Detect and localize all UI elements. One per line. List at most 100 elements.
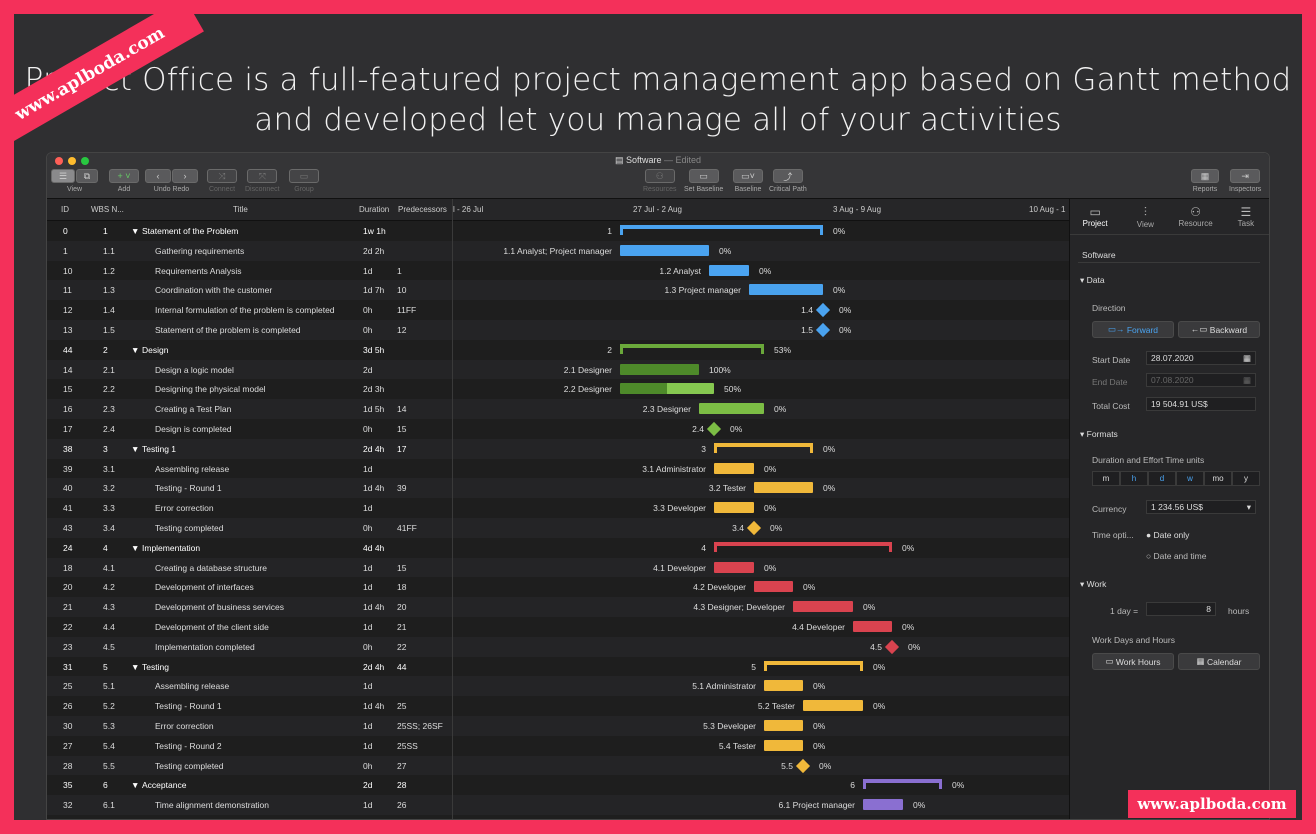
formats-section-header[interactable]: ▾ Formats <box>1080 429 1118 439</box>
tab-task[interactable]: ☰ Task <box>1237 205 1255 228</box>
task-row[interactable]: 17 2.4 Design is completed 0h 15 2.4 0% <box>47 419 1069 439</box>
inspectors-button[interactable]: ⇥ Inspectors <box>1229 169 1261 193</box>
task-bar[interactable] <box>699 403 764 415</box>
disclosure-triangle-icon[interactable]: ▼ <box>131 344 140 355</box>
task-row[interactable]: 22 4.4 Development of the client side 1d 21 4… <box>47 617 1069 637</box>
milestone-diamond[interactable] <box>706 421 722 437</box>
calendar-button[interactable]: ▦ Calendar <box>1178 653 1260 670</box>
task-row[interactable]: 11 1.3 Coordination with the customer 1d 7h… <box>47 280 1069 301</box>
resources-button[interactable]: ⚇ Resources <box>643 169 676 193</box>
task-bar[interactable] <box>863 799 903 811</box>
zoom-icon[interactable] <box>81 157 89 165</box>
forward-button[interactable]: ▭→ Forward <box>1092 321 1174 338</box>
disclosure-triangle-icon[interactable]: ▼ <box>131 226 140 236</box>
task-bar[interactable] <box>853 621 892 632</box>
baseline-button[interactable]: ▭˅ Baseline <box>733 169 763 193</box>
time-unit-option[interactable]: w <box>1176 471 1204 486</box>
time-unit-option[interactable]: mo <box>1204 471 1232 486</box>
task-row[interactable]: 28 5.5 Testing completed 0h 27 5.5 0% <box>47 755 1069 776</box>
day-hours-field[interactable]: 8 <box>1146 602 1216 616</box>
task-bar[interactable] <box>714 462 754 474</box>
task-row[interactable]: 0 1 ▼ Statement of the Problem 1w 1h 1 0% <box>47 221 1069 241</box>
disclosure-triangle-icon[interactable]: ▼ <box>131 780 140 791</box>
view-button[interactable]: ☰ ⧉ View <box>51 169 98 193</box>
date-only-radio[interactable]: ● Date only <box>1146 530 1190 540</box>
col-title[interactable]: Title <box>233 205 248 214</box>
summary-bar[interactable] <box>863 779 942 790</box>
task-bar[interactable] <box>803 700 863 712</box>
col-id[interactable]: ID <box>61 205 69 214</box>
tab-project[interactable]: ▭ Project <box>1082 205 1108 228</box>
time-unit-option[interactable]: m <box>1092 471 1120 486</box>
task-row[interactable]: 26 5.2 Testing - Round 1 1d 4h 25 5.2 Tester 0… <box>47 696 1069 716</box>
summary-bar[interactable] <box>714 541 892 552</box>
task-row[interactable]: 13 1.5 Statement of the problem is complet… <box>47 320 1069 340</box>
col-wbs[interactable]: WBS N... <box>91 205 124 214</box>
task-bar[interactable] <box>714 502 754 514</box>
task-row[interactable]: 43 3.4 Testing completed 0h 41FF 3.4 0% <box>47 518 1069 538</box>
col-duration[interactable]: Duration <box>359 205 390 214</box>
summary-bar[interactable] <box>714 442 813 453</box>
time-unit-option[interactable]: y <box>1232 471 1260 486</box>
task-bar[interactable] <box>749 284 823 296</box>
project-name-field[interactable]: Software <box>1078 249 1260 263</box>
task-row[interactable]: 16 2.3 Creating a Test Plan 1d 5h 14 2.3 Desi… <box>47 399 1069 419</box>
task-row[interactable]: 18 4.1 Creating a database structure 1d 15 4.… <box>47 557 1069 578</box>
task-bar[interactable] <box>620 244 709 256</box>
connect-button[interactable]: ⤨ Connect <box>207 169 237 193</box>
task-row[interactable]: 41 3.3 Error correction 1d 3.3 Developer 0% <box>47 498 1069 518</box>
task-row[interactable]: 24 4 ▼ Implementation 4d 4h 4 0% <box>47 538 1069 558</box>
add-button[interactable]: + ˅ Add <box>109 169 139 193</box>
task-bar[interactable] <box>764 720 803 731</box>
date-and-time-radio[interactable]: ○ Date and time <box>1146 551 1207 561</box>
data-section-header[interactable]: ▾ Data <box>1080 275 1105 285</box>
task-row[interactable]: 10 1.2 Requirements Analysis 1d 1 1.2 Analyst… <box>47 261 1069 281</box>
task-row[interactable]: 25 5.1 Assembling release 1d 5.1 Administrat… <box>47 676 1069 697</box>
milestone-diamond[interactable] <box>815 303 831 318</box>
disclosure-triangle-icon[interactable]: ▼ <box>131 443 140 454</box>
tab-resource[interactable]: ⚇ Resource <box>1178 205 1213 228</box>
disclosure-triangle-icon[interactable]: ▼ <box>131 661 140 672</box>
disclosure-triangle-icon[interactable]: ▼ <box>131 542 140 553</box>
task-bar[interactable] <box>754 581 793 593</box>
summary-bar[interactable] <box>620 343 764 354</box>
close-icon[interactable] <box>55 157 63 165</box>
task-row[interactable]: 12 1.4 Internal formulation of the problem… <box>47 300 1069 320</box>
set-baseline-button[interactable]: ▭ Set Baseline <box>684 169 723 193</box>
work-section-header[interactable]: ▾ Work <box>1080 579 1107 589</box>
task-bar[interactable] <box>709 264 749 276</box>
task-row[interactable]: 40 3.2 Testing - Round 1 1d 4h 39 3.2 Tester 0… <box>47 478 1069 499</box>
currency-select[interactable]: 1 234.56 US$ ▾ <box>1146 500 1256 514</box>
tab-view[interactable]: ⫶ View <box>1136 204 1154 229</box>
time-unit-option[interactable]: h <box>1120 471 1148 486</box>
task-bar[interactable] <box>754 482 813 494</box>
view-gantt-icon[interactable]: ☰ <box>51 169 75 183</box>
task-row[interactable]: 31 5 ▼ Testing 2d 4h 44 5 0% <box>47 657 1069 677</box>
disconnect-button[interactable]: ⤧ Disconnect <box>245 169 280 193</box>
task-row[interactable]: 15 2.2 Designing the physical model 2d 3h 2.… <box>47 379 1069 399</box>
start-date-field[interactable]: 28.07.2020 ▦ <box>1146 351 1256 365</box>
minimize-icon[interactable] <box>68 157 76 165</box>
task-row[interactable]: 32 6.1 Time alignment demonstration 1d 26 6.1… <box>47 795 1069 815</box>
task-row[interactable]: 23 4.5 Implementation completed 0h 22 4.5 0% <box>47 636 1069 657</box>
add-icon[interactable]: + ˅ <box>109 169 139 183</box>
reports-button[interactable]: ▦ Reports <box>1191 169 1219 193</box>
milestone-diamond[interactable] <box>815 322 831 338</box>
task-row[interactable]: 1 1.1 Gathering requirements 2d 2h 1.1 Analy… <box>47 240 1069 261</box>
task-row[interactable]: 30 5.3 Error correction 1d 25SS; 26SF 5.3 Dev… <box>47 716 1069 736</box>
critical-path-button[interactable]: ⤴ Critical Path <box>769 169 807 193</box>
time-unit-option[interactable]: d <box>1148 471 1176 486</box>
task-bar[interactable] <box>620 363 699 375</box>
task-bar[interactable] <box>793 601 853 613</box>
col-predecessors[interactable]: Predecessors <box>398 205 447 214</box>
task-bar[interactable] <box>764 739 803 751</box>
milestone-diamond[interactable] <box>746 520 762 536</box>
task-row[interactable]: 44 2 ▼ Design 3d 5h 2 53% <box>47 340 1069 360</box>
task-row[interactable]: 20 4.2 Development of interfaces 1d 18 4.2 De… <box>47 577 1069 597</box>
group-button[interactable]: ▭ Group <box>289 169 319 193</box>
redo-icon[interactable]: › <box>172 169 198 183</box>
undo-redo-group[interactable]: ‹ › Undo Redo <box>145 169 198 193</box>
undo-icon[interactable]: ‹ <box>145 169 171 183</box>
task-bar[interactable] <box>714 561 754 573</box>
work-hours-button[interactable]: ▭ Work Hours <box>1092 653 1174 670</box>
